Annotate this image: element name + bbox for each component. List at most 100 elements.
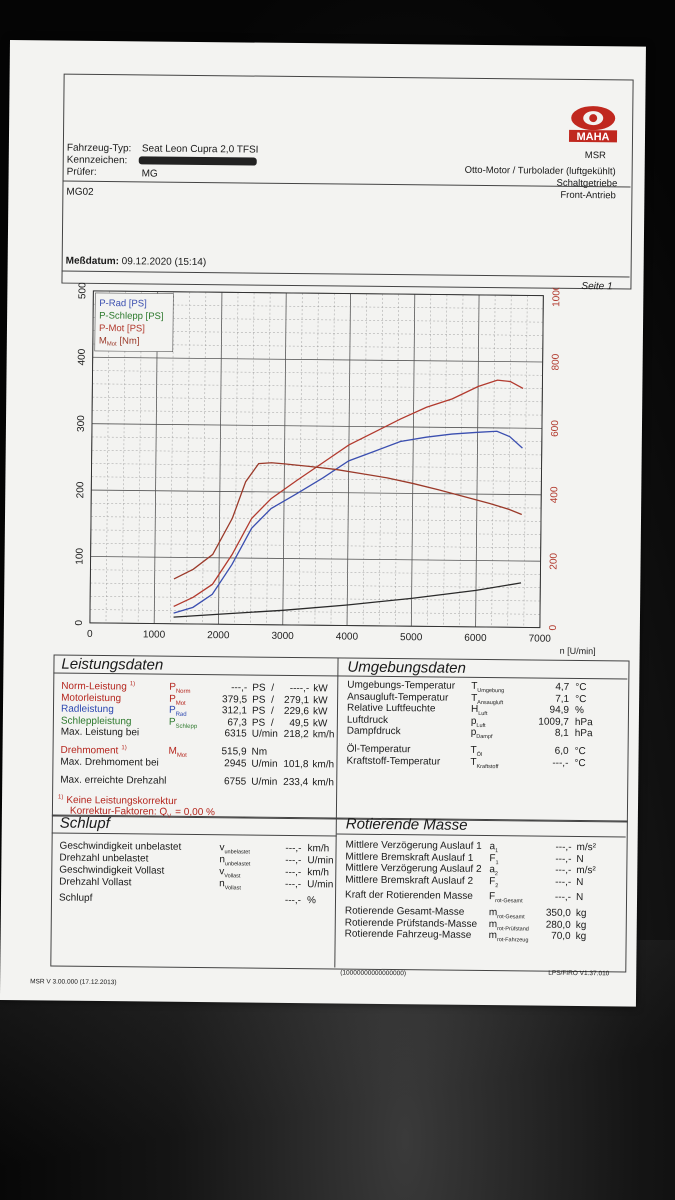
plot-frame bbox=[89, 290, 544, 629]
grid-line-x bbox=[427, 294, 432, 627]
legend-entry: P-Rad [PS] bbox=[99, 298, 147, 309]
grid-line-y bbox=[91, 436, 542, 442]
slip-row-unit: U/min bbox=[307, 855, 334, 867]
env-row-unit: hPa bbox=[574, 727, 593, 740]
power-kw-value: 229,6 bbox=[283, 705, 310, 718]
grid-line-x bbox=[186, 291, 191, 624]
gearbox-type: Schaltgetriebe bbox=[556, 177, 618, 190]
grid-line-y bbox=[92, 343, 543, 349]
power-kw-value: 49,5 bbox=[289, 717, 309, 729]
y-left-tick-label: 300 bbox=[76, 415, 87, 432]
kmh-unit: km/h bbox=[312, 729, 335, 741]
rot-title: Rotierende Masse bbox=[345, 815, 468, 834]
rot-row-value: ---,- bbox=[555, 841, 572, 853]
umgebung-title: Umgebungsdaten bbox=[347, 658, 466, 677]
y-right-tick-label: 800 bbox=[551, 353, 562, 370]
max-rpm-speed: 233,4 bbox=[283, 776, 309, 789]
slip-row-value: ---,- bbox=[284, 894, 302, 907]
grid-line-x bbox=[362, 293, 367, 626]
env-row-value: ---,- bbox=[552, 757, 569, 769]
env-row-value: 1009,7 bbox=[538, 716, 569, 728]
grid-line-y bbox=[90, 596, 541, 602]
grid-line-y bbox=[90, 542, 541, 549]
grid-line-x bbox=[491, 295, 496, 628]
rot-row-value: ---,- bbox=[554, 891, 572, 903]
env-row-unit: °C bbox=[574, 757, 586, 769]
logo-subtitle: MSR bbox=[584, 150, 607, 162]
rot-row-unit: m/s² bbox=[576, 841, 597, 854]
grid-line-y bbox=[91, 516, 541, 522]
power-ps-value: ---,- bbox=[231, 682, 248, 694]
p-schlepp-curve bbox=[173, 582, 522, 618]
power-kw-unit: kW bbox=[312, 706, 328, 718]
grid-line-x bbox=[105, 291, 110, 624]
grid-line-y bbox=[92, 356, 543, 363]
env-row-label: Umgebungs-Temperatur bbox=[347, 679, 456, 692]
grid-line-y bbox=[90, 569, 541, 575]
env-row-unit: °C bbox=[575, 681, 587, 694]
grid-line-y bbox=[90, 582, 541, 588]
grid-line-y bbox=[93, 303, 544, 310]
legend-entry: P-Schlepp [PS] bbox=[99, 310, 164, 322]
power-ps-unit: PS bbox=[252, 694, 266, 706]
grid-line-x bbox=[266, 292, 271, 625]
x-axis-label: n [U/min] bbox=[560, 646, 596, 656]
p-mot-curve bbox=[173, 379, 524, 608]
rpm-unit: U/min bbox=[251, 776, 278, 788]
rot-row-unit: N bbox=[575, 891, 584, 904]
grid-line-y bbox=[91, 450, 542, 456]
grid-line-x bbox=[378, 293, 383, 626]
slip-row-value: ---,- bbox=[285, 842, 302, 855]
y-left-tick-label: 500 bbox=[77, 283, 88, 300]
grid-line-x bbox=[202, 292, 207, 625]
rot-row-unit: kg bbox=[575, 919, 587, 931]
dyno-report-sheet: MAHA MSR Fahrzeug-Typ: Seat Leon Cupra 2… bbox=[0, 40, 646, 1007]
env-row-value: 4,7 bbox=[555, 681, 570, 693]
slip-row-label: Drehzahl unbelastet bbox=[59, 852, 149, 865]
rot-row-label: Rotierende Prüfstands-Masse bbox=[344, 917, 478, 930]
p-rad-curve bbox=[173, 430, 523, 614]
slip-row-unit: U/min bbox=[307, 879, 334, 891]
env-row-unit: hPa bbox=[574, 716, 593, 728]
slip-row-value: ---,- bbox=[285, 878, 302, 891]
torque-unit: Nm bbox=[251, 746, 268, 758]
torque-symbol: MMot bbox=[168, 745, 187, 759]
rot-row-value: 280,0 bbox=[545, 919, 571, 931]
rot-row-label: Kraft der Rotierenden Masse bbox=[345, 889, 473, 902]
grid-line-y bbox=[91, 489, 542, 496]
slip-row-unit: % bbox=[306, 895, 316, 907]
grid-line-y bbox=[90, 609, 541, 615]
env-row-unit: °C bbox=[574, 745, 586, 758]
grid-line-x bbox=[218, 292, 223, 625]
power-ps-value: 67,3 bbox=[227, 716, 247, 729]
unit-separator: / bbox=[270, 705, 274, 717]
max-power-label: Max. Leistung bei bbox=[60, 726, 140, 739]
slip-row-symbol: nVollast bbox=[219, 878, 241, 892]
grid-line-x bbox=[523, 295, 528, 628]
env-row-label: Öl-Temperatur bbox=[346, 743, 411, 756]
x-tick-label: 2000 bbox=[207, 630, 230, 641]
rot-row-value: ---,- bbox=[555, 853, 572, 865]
rot-row-symbol: F2 bbox=[489, 875, 499, 889]
date-label: Meßdatum: bbox=[65, 255, 120, 268]
grid-line-x bbox=[459, 294, 464, 627]
footer-version: MSR V 3.00.000 (17.12.2013) bbox=[30, 978, 117, 987]
report-code: MG02 bbox=[66, 186, 94, 198]
vehicle-type-value: Seat Leon Cupra 2,0 TFSI bbox=[141, 143, 259, 156]
power-row-label: Motorleistung bbox=[61, 692, 122, 704]
y-right-tick-label: 200 bbox=[548, 552, 559, 569]
env-row-value: 6,0 bbox=[554, 745, 569, 757]
y-right-tick-label: 400 bbox=[549, 486, 560, 503]
rot-row-label: Rotierende Fahrzeug-Masse bbox=[344, 928, 472, 941]
x-tick-label: 0 bbox=[87, 629, 93, 640]
rot-row-symbol: mrot-Fahrzeug bbox=[488, 930, 529, 944]
vehicle-type-label: Fahrzeug-Typ: bbox=[66, 142, 132, 155]
grid-line-y bbox=[92, 370, 543, 376]
grid-line-x bbox=[282, 292, 287, 625]
rot-row-value: 70,0 bbox=[551, 930, 571, 942]
grid-line-y bbox=[92, 330, 543, 336]
power-ps-value: 312,1 bbox=[221, 705, 248, 717]
grid-line-x bbox=[298, 293, 303, 626]
maha-logo-icon: MAHA bbox=[566, 103, 620, 149]
y-left-tick-label: 400 bbox=[77, 348, 88, 365]
